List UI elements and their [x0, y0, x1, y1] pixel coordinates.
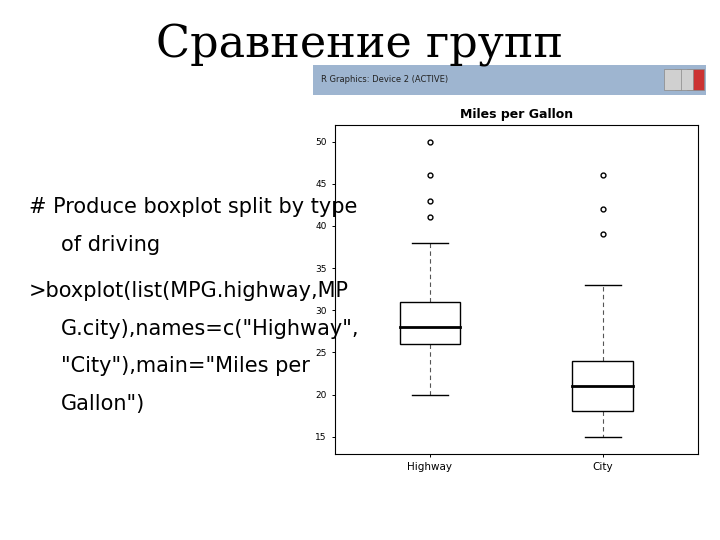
- Text: # Produce boxplot split by type: # Produce boxplot split by type: [29, 197, 357, 217]
- Title: Miles per Gallon: Miles per Gallon: [459, 108, 573, 121]
- Bar: [572, 361, 633, 411]
- Bar: [664, 69, 681, 90]
- Bar: [400, 302, 460, 344]
- Text: G.city),names=c("Highway",: G.city),names=c("Highway",: [61, 319, 360, 339]
- Text: Gallon"): Gallon"): [61, 394, 145, 414]
- Bar: [687, 69, 704, 90]
- Text: R Graphics: Device 2 (ACTIVE): R Graphics: Device 2 (ACTIVE): [321, 75, 448, 84]
- Text: Сравнение групп: Сравнение групп: [156, 24, 564, 68]
- Text: >boxplot(list(MPG.highway,MP: >boxplot(list(MPG.highway,MP: [29, 281, 348, 301]
- Bar: [313, 65, 706, 94]
- Bar: [675, 69, 693, 90]
- Text: of driving: of driving: [61, 235, 161, 255]
- Text: "City"),main="Miles per: "City"),main="Miles per: [61, 356, 310, 376]
